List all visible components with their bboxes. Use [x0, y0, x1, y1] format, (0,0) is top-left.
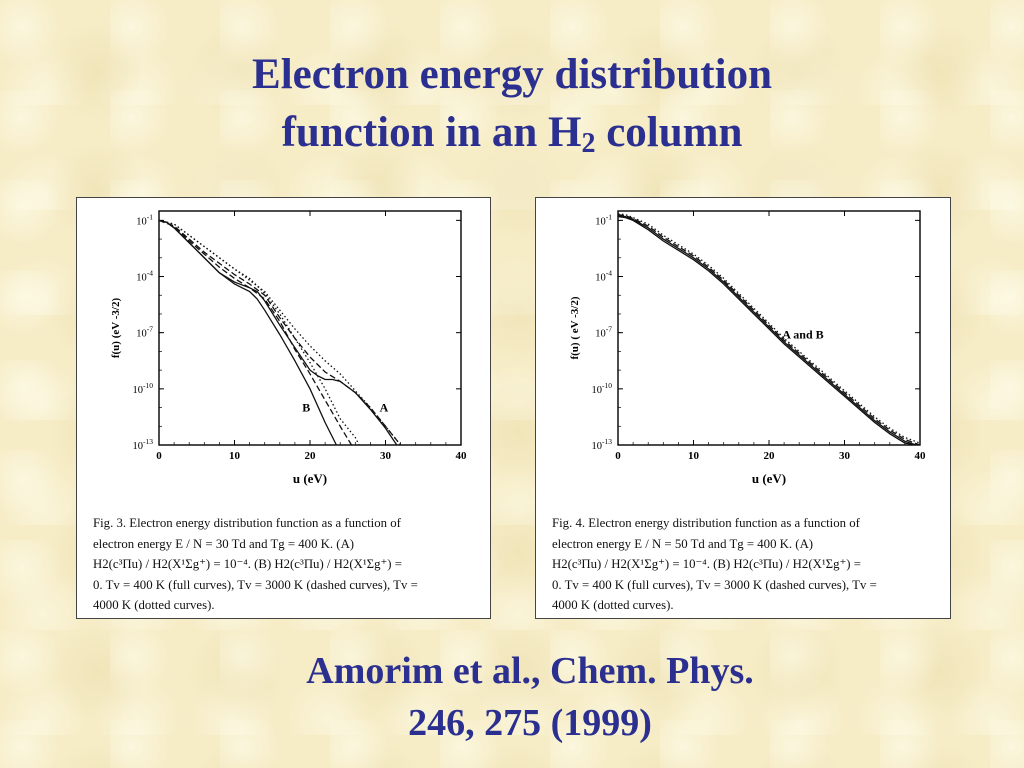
y-tick-label: 10-1 — [136, 212, 153, 227]
slide-title-line2-post: column — [595, 109, 743, 156]
x-tick-label: 30 — [839, 450, 851, 462]
caption-line: 4000 K (dotted curves). — [93, 598, 215, 613]
series-dashed-line — [158, 219, 353, 446]
caption-line: electron energy E / N = 50 Td and Tg = 4… — [552, 536, 814, 551]
curve-annotation: B — [302, 400, 310, 414]
caption-line: Fig. 3. Electron energy distribution fun… — [93, 516, 401, 530]
x-axis-label: u (eV) — [752, 471, 786, 486]
caption-line: H2(c³Πu) / H2(X¹Σg⁺) = 10⁻⁴. (B) H2(c³Πu… — [552, 557, 861, 572]
x-tick-label: 40 — [456, 450, 468, 462]
citation: Amorim et al., Chem. Phys. 246, 275 (199… — [0, 645, 1024, 749]
x-tick-label: 20 — [305, 450, 317, 462]
x-tick-label: 40 — [915, 450, 927, 462]
series-dashed-line — [158, 219, 402, 446]
caption-line: electron energy E / N = 30 Td and Tg = 4… — [93, 536, 355, 551]
y-tick-label: 10-7 — [595, 325, 612, 340]
y-axis-label: f(u) ( eV -3/2) — [569, 296, 581, 359]
caption-line: 0. Tv = 400 K (full curves), Tv = 3000 K… — [93, 577, 418, 592]
y-tick-label: 10-10 — [133, 381, 154, 396]
y-tick-label: 10-13 — [592, 437, 613, 452]
caption-line: Fig. 4. Electron energy distribution fun… — [552, 516, 860, 530]
x-axis-label: u (eV) — [293, 471, 327, 486]
x-tick-label: 30 — [380, 450, 392, 462]
figure-3: 0 10 20 30 40 10-1 10-4 10-7 10-10 10-13 u (eV) f(u… — [76, 197, 491, 619]
curve-annotation: A and B — [782, 327, 823, 341]
x-tick-label: 0 — [615, 450, 621, 462]
series-dotted-line — [158, 219, 402, 446]
citation-line2: 246, 275 (1999) — [408, 702, 652, 744]
series-solid-line — [617, 215, 917, 446]
y-axis-label: f(u) (eV -3/2) — [110, 298, 122, 359]
series-solid-line — [617, 215, 917, 446]
series-dotted-line — [617, 213, 921, 444]
slide-title: Electron energy distribution function in… — [0, 46, 1024, 162]
caption-line: H2(c³Πu) / H2(X¹Σg⁺) = 10⁻⁴. (B) H2(c³Πu… — [93, 557, 402, 572]
y-tick-label: 10-13 — [133, 437, 154, 452]
slide-title-line2-pre: function in an H — [281, 109, 582, 156]
citation-line1: Amorim et al., Chem. Phys. — [306, 650, 754, 692]
figure-4: 0 10 20 30 40 10-1 10-4 10-7 10-10 10-13 u (eV) f(u… — [535, 197, 951, 619]
slide-title-line1: Electron energy distribution — [252, 51, 772, 98]
y-tick-label: 10-4 — [136, 269, 153, 284]
x-tick-label: 20 — [764, 450, 776, 462]
figure-3-caption: Fig. 3. Electron energy distribution fun… — [93, 513, 477, 616]
series-dotted-line — [158, 219, 360, 446]
caption-line: 4000 K (dotted curves). — [552, 598, 674, 613]
x-tick-label: 10 — [688, 450, 700, 462]
slide-title-subscript: 2 — [581, 128, 596, 159]
x-tick-label: 0 — [156, 450, 162, 462]
figure-4-chart: 0 10 20 30 40 10-1 10-4 10-7 10-10 10-13 u (eV) f(u… — [569, 210, 927, 486]
y-tick-label: 10-4 — [595, 269, 612, 284]
figure-4-caption: Fig. 4. Electron energy distribution fun… — [552, 513, 936, 616]
caption-line: 0. Tv = 400 K (full curves), Tv = 3000 K… — [552, 577, 877, 592]
y-tick-label: 10-7 — [136, 325, 153, 340]
figure-3-chart: 0 10 20 30 40 10-1 10-4 10-7 10-10 10-13 u (eV) f(u… — [110, 210, 468, 486]
curve-annotation: A — [380, 400, 389, 414]
y-tick-label: 10-1 — [595, 212, 612, 227]
x-tick-label: 10 — [229, 450, 241, 462]
series-dashed-line — [617, 214, 921, 446]
y-tick-label: 10-10 — [592, 381, 613, 396]
